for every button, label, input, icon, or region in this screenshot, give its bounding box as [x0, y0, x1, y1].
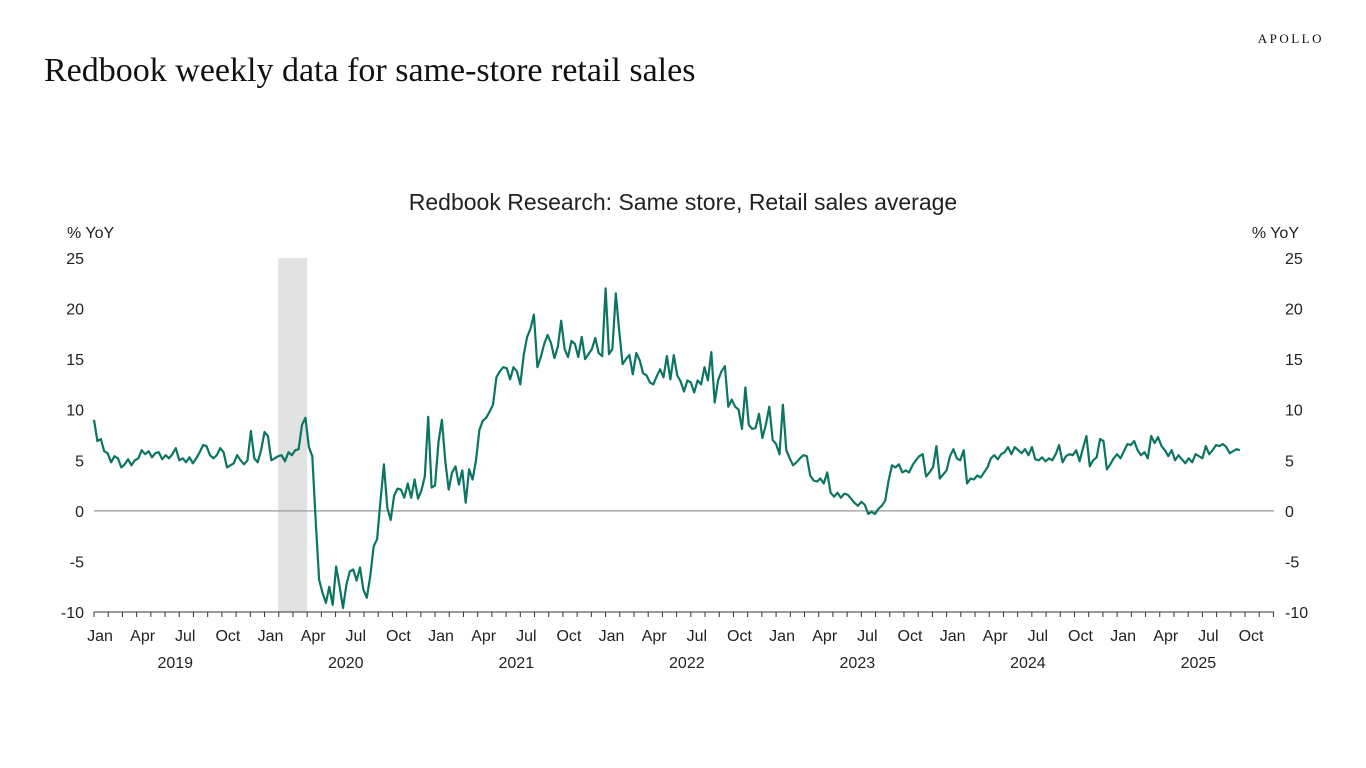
y-tick-label-left: 0 [75, 504, 84, 521]
y-tick-label-left: -10 [61, 605, 84, 622]
slide-title: Redbook weekly data for same-store retai… [44, 52, 696, 89]
x-tick-label: Apr [812, 628, 838, 645]
x-tick-label: Jan [428, 628, 454, 645]
x-year-label: 2024 [1010, 655, 1046, 672]
y-tick-label-right: -5 [1285, 554, 1299, 571]
x-tick-label: Jan [769, 628, 795, 645]
chart-title: Redbook Research: Same store, Retail sal… [409, 189, 957, 215]
x-tick-label: Jul [857, 628, 877, 645]
y-axis-label-right: % YoY [1252, 225, 1299, 242]
x-tick-label: Jul [516, 628, 536, 645]
y-tick-label-left: 25 [66, 251, 84, 268]
x-tick-label: Jul [1028, 628, 1048, 645]
x-tick-label: Jan [258, 628, 284, 645]
x-year-label: 2022 [669, 655, 705, 672]
y-tick-label-right: 15 [1285, 352, 1303, 369]
x-tick-label: Jul [1198, 628, 1218, 645]
y-tick-label-right: -10 [1285, 605, 1308, 622]
x-tick-label: Oct [898, 628, 923, 645]
x-tick-label: Jul [175, 628, 195, 645]
x-tick-label: Oct [727, 628, 752, 645]
y-tick-label-left: 10 [66, 403, 84, 420]
x-tick-label: Apr [301, 628, 327, 645]
x-tick-label: Apr [642, 628, 668, 645]
x-tick-label: Oct [1239, 628, 1264, 645]
x-year-label: 2021 [499, 655, 535, 672]
x-year-label: 2023 [840, 655, 876, 672]
x-tick-label: Oct [556, 628, 581, 645]
y-tick-label-left: 5 [75, 453, 84, 470]
x-tick-label: Oct [215, 628, 240, 645]
y-tick-label-right: 10 [1285, 403, 1303, 420]
series-line-redbook [92, 287, 1241, 610]
y-axis-label-left: % YoY [67, 225, 114, 242]
x-tick-label: Apr [471, 628, 497, 645]
x-tick-label: Apr [983, 628, 1009, 645]
x-tick-label: Jul [346, 628, 366, 645]
x-tick-label: Apr [1153, 628, 1179, 645]
recession-band [278, 258, 308, 612]
y-tick-label-left: 15 [66, 352, 84, 369]
x-tick-label: Jan [599, 628, 625, 645]
y-tick-label-right: 25 [1285, 251, 1303, 268]
x-tick-label: Apr [130, 628, 156, 645]
x-tick-label: Jan [1110, 628, 1136, 645]
y-tick-label-right: 20 [1285, 302, 1303, 319]
x-year-label: 2020 [328, 655, 364, 672]
x-tick-label: Jan [87, 628, 113, 645]
x-tick-label: Oct [1068, 628, 1093, 645]
y-tick-label-right: 0 [1285, 504, 1294, 521]
y-tick-label-right: 5 [1285, 453, 1294, 470]
y-tick-label-left: 20 [66, 302, 84, 319]
y-tick-label-left: -5 [70, 554, 84, 571]
x-tick-label: Oct [386, 628, 411, 645]
x-year-label: 2025 [1181, 655, 1217, 672]
brand-logo: APOLLO [1257, 31, 1324, 46]
x-tick-label: Jul [687, 628, 707, 645]
x-year-label: 2019 [157, 655, 193, 672]
x-tick-label: Jan [940, 628, 966, 645]
